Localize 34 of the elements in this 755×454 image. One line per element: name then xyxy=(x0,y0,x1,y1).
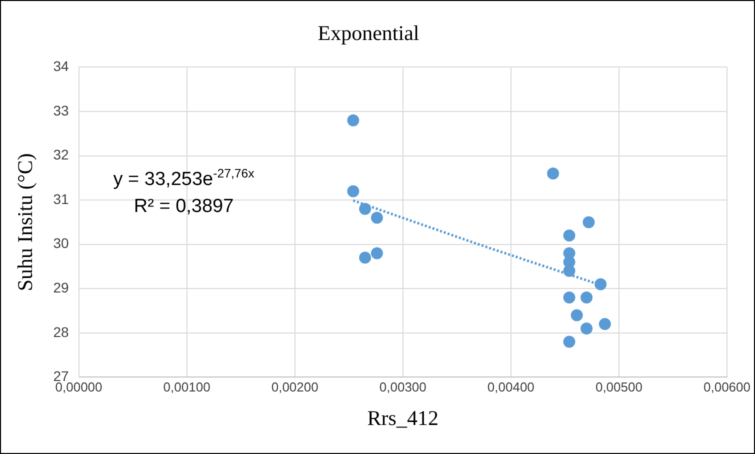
point xyxy=(594,278,607,290)
point xyxy=(570,309,583,322)
point xyxy=(547,167,560,180)
x-tick-label: 0,00000 xyxy=(55,380,102,395)
chart-title: Exponential xyxy=(318,21,420,46)
point xyxy=(580,322,593,334)
point xyxy=(582,216,595,228)
point xyxy=(580,291,593,304)
x-tick-label: 0,00300 xyxy=(379,380,426,395)
x-tick-label: 0,00500 xyxy=(595,380,642,395)
annotation: R² = 0,3897 xyxy=(134,196,234,218)
point xyxy=(359,202,372,215)
point xyxy=(563,336,576,348)
point xyxy=(370,247,383,260)
y-tick-label: 33 xyxy=(53,102,69,118)
y-tick-label: 28 xyxy=(53,324,69,340)
x-tick-label: 0,00200 xyxy=(271,380,318,395)
point xyxy=(563,291,576,304)
x-tick-label: 0,00100 xyxy=(163,380,210,395)
y-tick-label: 32 xyxy=(53,146,69,163)
y-axis-title: Suhu Insitu (°C) xyxy=(13,153,38,292)
x-tick-label: 0,00400 xyxy=(487,380,534,395)
point xyxy=(563,229,576,242)
point xyxy=(359,252,372,264)
y-tick-label: 30 xyxy=(53,235,69,252)
point xyxy=(598,318,611,330)
x-axis-title: Rrs_412 xyxy=(367,406,438,430)
x-tick-label: 0,00600 xyxy=(704,380,750,395)
y-tick-label: 31 xyxy=(53,190,69,207)
point xyxy=(347,185,360,198)
point xyxy=(370,212,383,224)
y-tick-label: 34 xyxy=(53,58,69,74)
y-tick-label: 29 xyxy=(53,279,69,296)
point xyxy=(347,114,360,126)
